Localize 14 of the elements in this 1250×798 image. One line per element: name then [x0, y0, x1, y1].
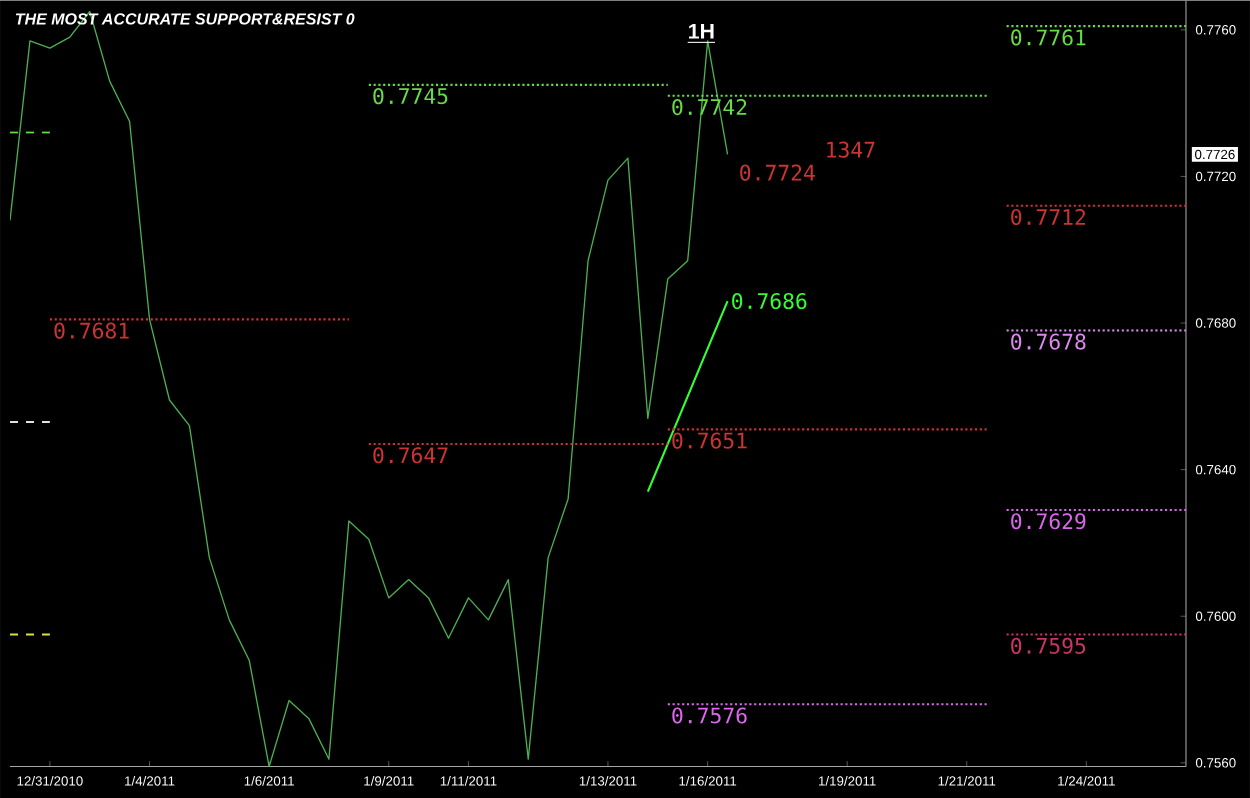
annotation: 1347 [827, 141, 875, 158]
data-label: 0.7686 [732, 292, 807, 309]
data-label: 0.7761 [1011, 29, 1086, 46]
data-label: 0.7681 [54, 322, 129, 339]
annotation: 0.7724 [740, 164, 815, 181]
data-label: 0.7651 [672, 432, 747, 449]
data-label: 0.7678 [1011, 333, 1086, 350]
data-label: 0.7647 [373, 446, 448, 464]
data-label: 0.7712 [1011, 208, 1086, 225]
data-label: 0.7629 [1011, 512, 1086, 530]
data-label: 0.7595 [1011, 637, 1086, 654]
data-label: 0.7745 [373, 87, 448, 104]
text: 1H [689, 23, 714, 39]
data-label: 0.7576 [672, 707, 747, 724]
